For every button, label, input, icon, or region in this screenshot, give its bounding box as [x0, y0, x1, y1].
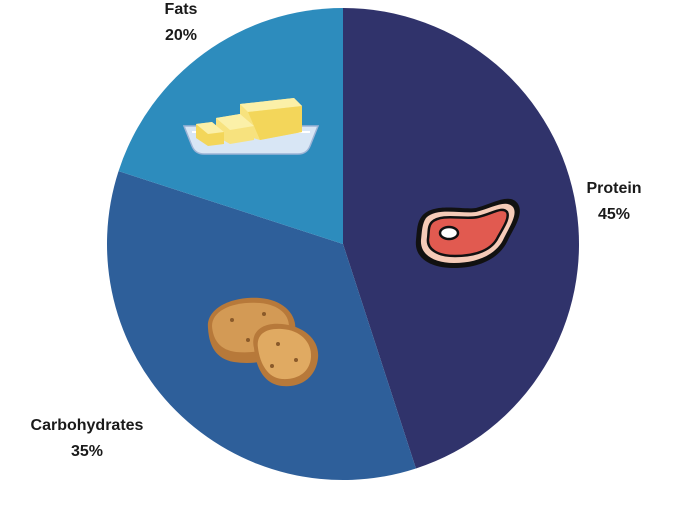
potatoes-icon: [207, 297, 319, 387]
butter-icon: [182, 98, 320, 155]
label-protein-value: 45%: [598, 206, 630, 223]
pie-slices: [106, 8, 579, 480]
steak-icon: [415, 198, 520, 268]
label-carbohydrates-value: 35%: [71, 443, 103, 460]
label-fats-name: Fats: [165, 1, 198, 18]
label-protein-name: Protein: [586, 180, 641, 197]
label-fats-value: 20%: [165, 27, 197, 44]
label-carbohydrates-name: Carbohydrates: [31, 417, 144, 434]
